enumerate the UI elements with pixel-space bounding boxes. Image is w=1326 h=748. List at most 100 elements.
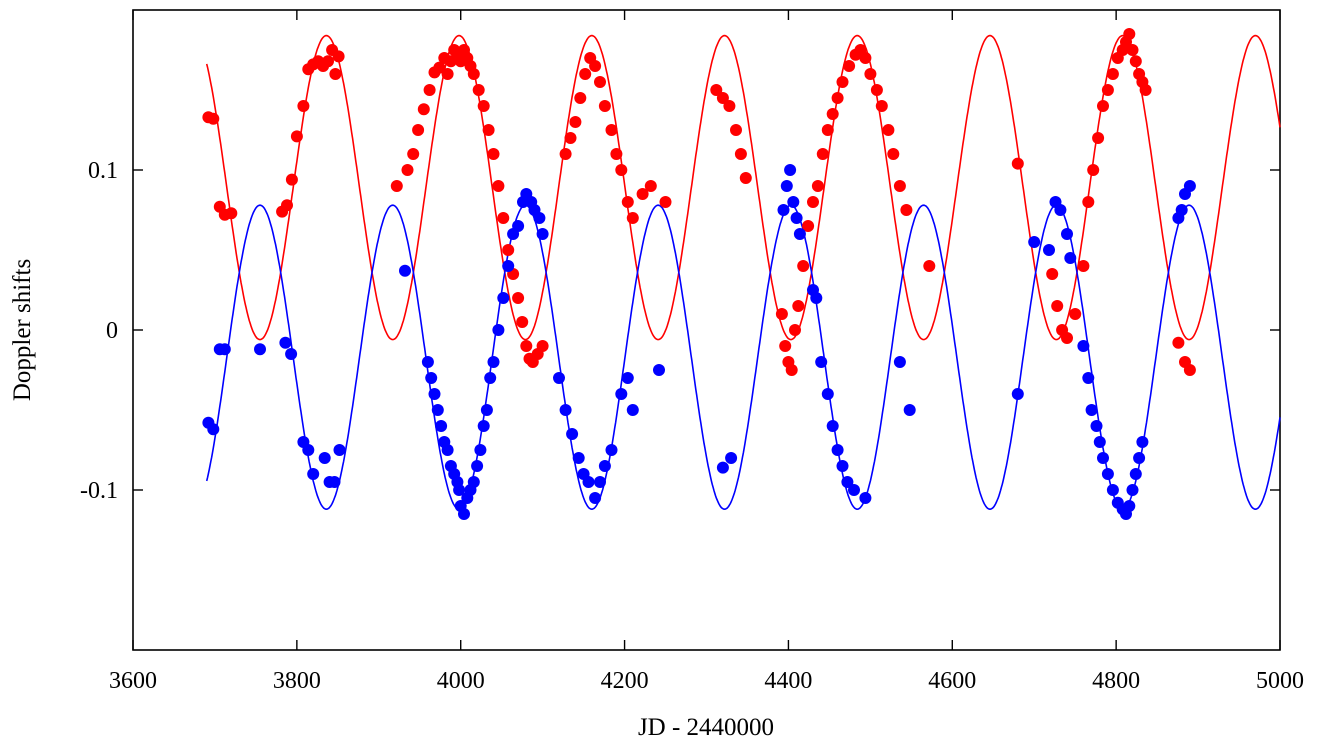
data-point-0 <box>512 292 525 304</box>
data-point-0 <box>644 180 657 192</box>
data-point-1 <box>615 388 628 400</box>
data-point-1 <box>207 423 220 436</box>
data-point-0 <box>472 84 485 96</box>
data-point-1 <box>302 444 315 456</box>
x-tick-label: 4600 <box>928 668 976 694</box>
data-point-0 <box>710 84 723 96</box>
data-point-1 <box>1028 236 1041 248</box>
data-point-0 <box>900 204 913 216</box>
data-point-1 <box>821 388 834 400</box>
data-point-1 <box>626 404 639 416</box>
data-point-0 <box>723 100 736 112</box>
data-point-1 <box>1136 436 1149 448</box>
data-point-1 <box>903 404 916 416</box>
data-point-1 <box>1126 484 1139 496</box>
data-point-1 <box>594 476 606 488</box>
data-point-0 <box>797 260 810 272</box>
data-point-1 <box>810 292 823 304</box>
data-point-1 <box>848 484 860 496</box>
data-point-1 <box>893 356 906 368</box>
data-point-1 <box>279 336 292 349</box>
data-point-1 <box>218 343 231 356</box>
data-point-1 <box>471 460 484 472</box>
data-point-0 <box>441 68 454 80</box>
data-point-0 <box>412 124 425 136</box>
data-point-0 <box>477 100 490 112</box>
data-point-1 <box>1093 436 1106 448</box>
x-tick-label: 4400 <box>764 668 812 694</box>
data-point-0 <box>1077 260 1090 272</box>
data-point-0 <box>1069 308 1082 320</box>
data-point-0 <box>1097 100 1109 112</box>
data-point-1 <box>831 444 844 456</box>
data-point-1 <box>1129 468 1142 480</box>
data-point-1 <box>497 292 510 304</box>
data-point-1 <box>787 196 800 208</box>
data-point-0 <box>433 61 446 74</box>
data-point-0 <box>1087 164 1100 176</box>
data-point-1 <box>428 388 441 400</box>
data-point-1 <box>1082 372 1095 384</box>
data-point-0 <box>579 68 592 80</box>
data-point-1 <box>1077 340 1090 352</box>
data-point-1 <box>318 452 331 464</box>
data-point-1 <box>621 372 634 384</box>
data-point-1 <box>836 460 849 472</box>
data-point-0 <box>775 308 788 320</box>
axis-ticks <box>132 10 1281 650</box>
data-point-1 <box>841 476 854 488</box>
data-point-0 <box>322 55 334 68</box>
data-point-0 <box>923 260 936 272</box>
y-tick-label: -0.1 <box>80 478 118 504</box>
data-point-0 <box>636 188 649 200</box>
data-point-0 <box>893 180 906 192</box>
data-point-0 <box>1046 268 1059 280</box>
data-point-0 <box>225 207 238 220</box>
data-point-0 <box>785 364 798 376</box>
data-point-0 <box>390 180 403 192</box>
data-point-0 <box>859 52 872 64</box>
data-point-0 <box>417 103 430 116</box>
data-point-1 <box>421 356 434 368</box>
x-tick-labels: 3600 3800 4000 4200 4400 4600 4800 5000 <box>109 668 1304 694</box>
data-point-0 <box>807 196 819 208</box>
data-point-0 <box>1082 196 1095 208</box>
data-point-0 <box>574 92 587 104</box>
data-point-0 <box>598 100 611 112</box>
model-curve-0 <box>205 34 1281 341</box>
data-point-0 <box>882 124 895 136</box>
data-point-0 <box>739 172 752 184</box>
data-point-1 <box>725 452 738 464</box>
data-point-1 <box>1106 484 1119 496</box>
data-point-1 <box>435 420 448 432</box>
data-point-0 <box>290 130 303 143</box>
data-point-1 <box>1183 180 1196 192</box>
data-point-0 <box>1183 364 1196 376</box>
data-point-1 <box>285 348 298 360</box>
data-point-1 <box>477 420 490 432</box>
data-point-0 <box>864 68 877 80</box>
data-point-1 <box>1054 204 1067 216</box>
data-point-0 <box>285 173 298 186</box>
data-point-1 <box>605 444 618 456</box>
data-point-1 <box>566 428 579 440</box>
data-point-1 <box>826 420 839 432</box>
data-point-0 <box>1106 68 1119 80</box>
data-point-0 <box>497 212 510 224</box>
data-point-0 <box>826 108 839 120</box>
data-point-0 <box>1126 44 1139 56</box>
data-point-1 <box>790 212 803 224</box>
data-point-1 <box>492 324 505 336</box>
data-point-0 <box>621 196 634 208</box>
data-point-0 <box>734 148 747 160</box>
data-point-1 <box>582 476 595 488</box>
data-point-0 <box>610 148 623 160</box>
data-point-0 <box>401 164 414 176</box>
data-point-0 <box>487 148 500 160</box>
data-point-1 <box>777 204 790 216</box>
y-tick-label: 0 <box>106 318 118 344</box>
x-tick-label: 4800 <box>1092 668 1140 694</box>
x-tick-label: 4200 <box>601 668 649 694</box>
data-point-1 <box>589 492 602 504</box>
